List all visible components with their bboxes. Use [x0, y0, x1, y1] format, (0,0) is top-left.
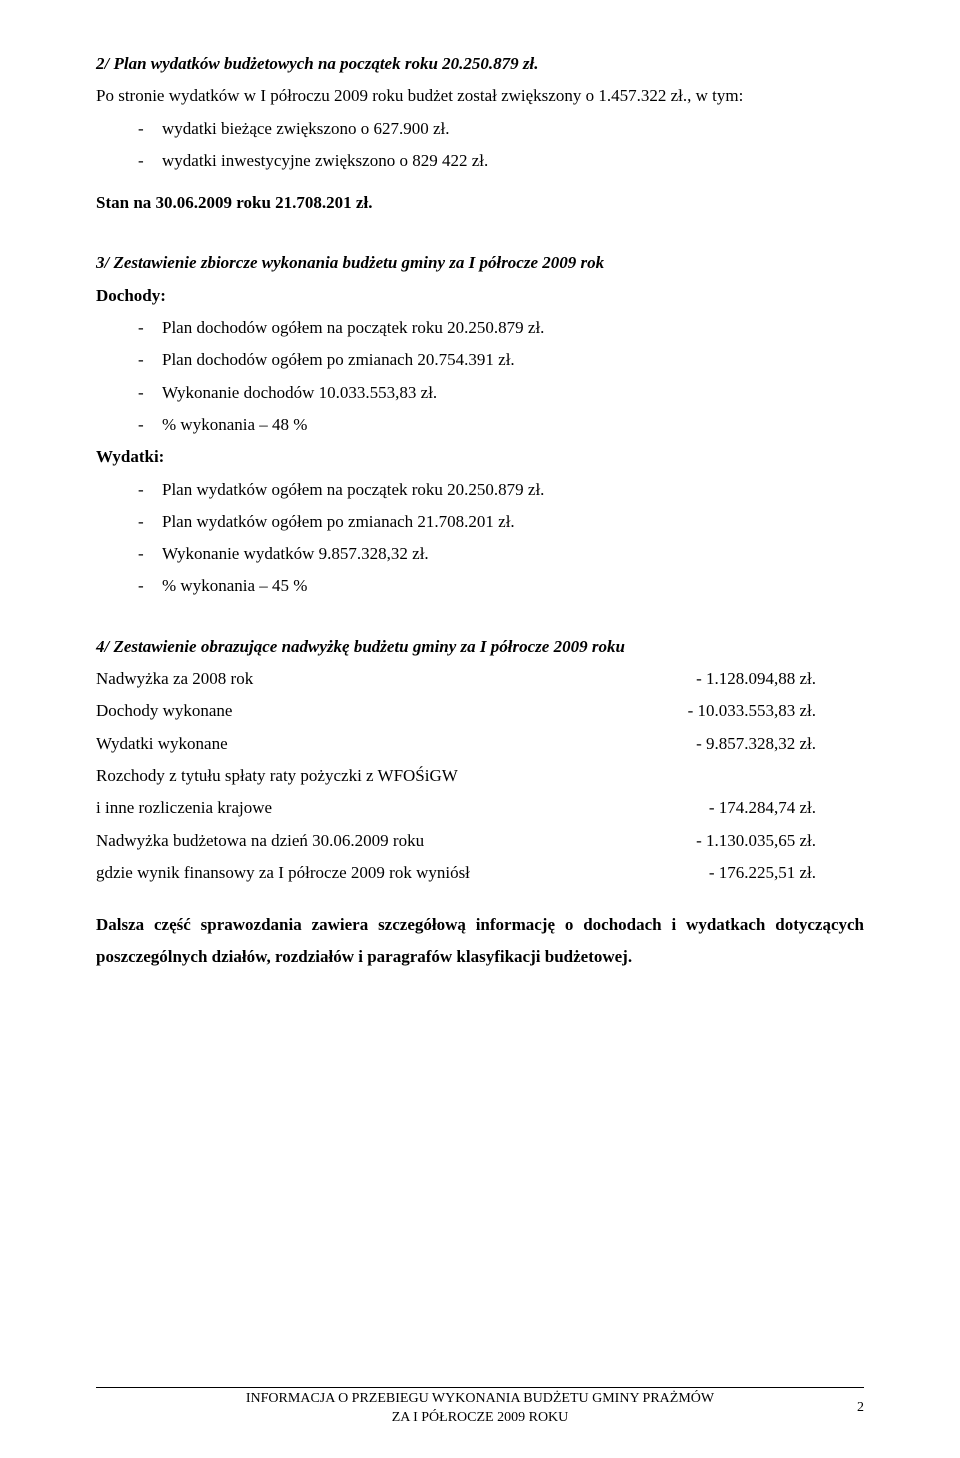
footer-line-2: ZA I PÓŁROCZE 2009 ROKU [96, 1409, 864, 1428]
section-2-stan: Stan na 30.06.2009 roku 21.708.201 zł. [96, 187, 864, 219]
table-row: Nadwyżka budżetowa na dzień 30.06.2009 r… [96, 825, 816, 857]
closing-paragraph: Dalsza część sprawozdania zawiera szczeg… [96, 909, 864, 974]
list-item: Plan dochodów ogółem na początek roku 20… [138, 312, 864, 344]
row-value: - 1.128.094,88 zł. [684, 663, 816, 695]
table-row: Nadwyżka za 2008 rok - 1.128.094,88 zł. [96, 663, 816, 695]
list-item: wydatki bieżące zwiększono o 627.900 zł. [138, 113, 864, 145]
section-4-heading: 4/ Zestawienie obrazujące nadwyżkę budże… [96, 631, 864, 663]
section-2-list: wydatki bieżące zwiększono o 627.900 zł.… [96, 113, 864, 178]
list-item: Plan wydatków ogółem na początek roku 20… [138, 474, 864, 506]
rozchody-line: Rozchody z tytułu spłaty raty pożyczki z… [96, 760, 816, 792]
list-item: % wykonania – 45 % [138, 570, 864, 602]
section-3-heading: 3/ Zestawienie zbiorcze wykonania budżet… [96, 247, 864, 279]
table-row: Wydatki wykonane - 9.857.328,32 zł. [96, 728, 816, 760]
page-footer: INFORMACJA O PRZEBIEGU WYKONANIA BUDŻETU… [96, 1387, 864, 1428]
table-row: Dochody wykonane - 10.033.553,83 zł. [96, 695, 816, 727]
list-item: wydatki inwestycyjne zwiększono o 829 42… [138, 145, 864, 177]
row-label: Nadwyżka za 2008 rok [96, 663, 253, 695]
table-row: i inne rozliczenia krajowe - 174.284,74 … [96, 792, 816, 824]
footer-line-1: INFORMACJA O PRZEBIEGU WYKONANIA BUDŻETU… [96, 1390, 864, 1409]
wydatki-label: Wydatki: [96, 441, 864, 473]
list-item: Plan wydatków ogółem po zmianach 21.708.… [138, 506, 864, 538]
list-item: % wykonania – 48 % [138, 409, 864, 441]
row-value: - 176.225,51 zł. [697, 857, 816, 889]
row-label: i inne rozliczenia krajowe [96, 792, 272, 824]
section-2-intro: Po stronie wydatków w I półroczu 2009 ro… [96, 80, 864, 112]
table-row: gdzie wynik finansowy za I półrocze 2009… [96, 857, 816, 889]
dochody-list: Plan dochodów ogółem na początek roku 20… [96, 312, 864, 441]
list-item: Plan dochodów ogółem po zmianach 20.754.… [138, 344, 864, 376]
section-2-heading: 2/ Plan wydatków budżetowych na początek… [96, 48, 864, 80]
row-label: Dochody wykonane [96, 695, 232, 727]
row-value: - 10.033.553,83 zł. [676, 695, 816, 727]
row-value: - 174.284,74 zł. [697, 792, 816, 824]
wydatki-list: Plan wydatków ogółem na początek roku 20… [96, 474, 864, 603]
row-label: Nadwyżka budżetowa na dzień 30.06.2009 r… [96, 825, 424, 857]
dochody-label: Dochody: [96, 280, 864, 312]
row-label: gdzie wynik finansowy za I półrocze 2009… [96, 857, 470, 889]
row-label: Wydatki wykonane [96, 728, 228, 760]
list-item: Wykonanie dochodów 10.033.553,83 zł. [138, 377, 864, 409]
section-4-table: Nadwyżka za 2008 rok - 1.128.094,88 zł. … [96, 663, 816, 889]
row-value: - 9.857.328,32 zł. [684, 728, 816, 760]
list-item: Wykonanie wydatków 9.857.328,32 zł. [138, 538, 864, 570]
row-value: - 1.130.035,65 zł. [684, 825, 816, 857]
